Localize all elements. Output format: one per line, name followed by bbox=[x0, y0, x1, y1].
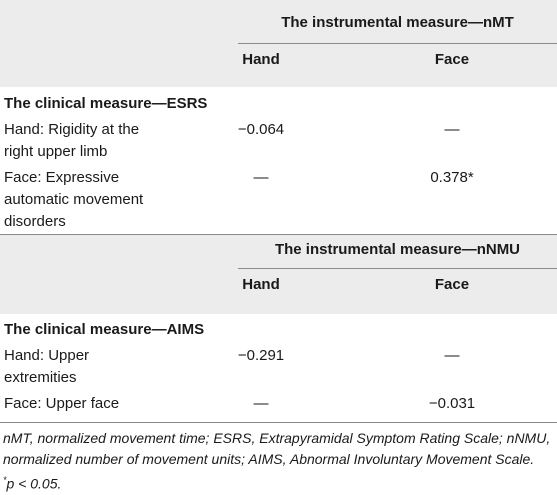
row-label-line: Hand: Rigidity at the bbox=[4, 121, 140, 138]
row-label-line: disorders bbox=[4, 213, 66, 230]
column-header-face: Face bbox=[434, 51, 470, 68]
header-divider bbox=[238, 268, 557, 269]
instrumental-measure-header: The instrumental measure—nMT bbox=[281, 14, 514, 31]
cell-face-value: 0.378* bbox=[430, 169, 474, 186]
cell-face-value: — bbox=[444, 121, 460, 138]
table-bottom-rule bbox=[0, 422, 557, 423]
row-label-line: right upper limb bbox=[4, 143, 108, 160]
row-label-line: automatic movement bbox=[4, 191, 144, 208]
section-header-band bbox=[0, 234, 557, 314]
footnote-star: * bbox=[3, 475, 7, 485]
column-header-face: Face bbox=[434, 276, 470, 293]
footnote-significance: *p < 0.05. bbox=[3, 469, 61, 495]
cell-face-value: — bbox=[444, 347, 460, 364]
footnote-p-value: p < 0.05. bbox=[6, 475, 62, 492]
cell-hand-value: −0.064 bbox=[237, 121, 285, 138]
section-divider bbox=[0, 234, 557, 235]
cell-hand-value: −0.291 bbox=[237, 347, 285, 364]
cell-hand-value: — bbox=[253, 169, 269, 186]
clinical-measure-header: The clinical measure—AIMS bbox=[4, 321, 205, 338]
column-header-hand: Hand bbox=[242, 51, 280, 68]
footnote-line: normalized number of movement units; AIM… bbox=[3, 451, 535, 467]
row-label-line: Face: Expressive bbox=[4, 169, 120, 186]
row-label-line: Face: Upper face bbox=[4, 395, 120, 412]
clinical-measure-header: The clinical measure—ESRS bbox=[4, 95, 208, 112]
cell-face-value: −0.031 bbox=[428, 395, 476, 412]
column-header-hand: Hand bbox=[242, 276, 280, 293]
cell-hand-value: — bbox=[253, 395, 269, 412]
row-label-line: Hand: Upper bbox=[4, 347, 90, 364]
footnote-line: nMT, normalized movement time; ESRS, Ext… bbox=[3, 430, 551, 446]
header-divider bbox=[238, 43, 557, 44]
row-label-line: extremities bbox=[4, 369, 77, 386]
instrumental-measure-header: The instrumental measure—nNMU bbox=[274, 241, 521, 258]
